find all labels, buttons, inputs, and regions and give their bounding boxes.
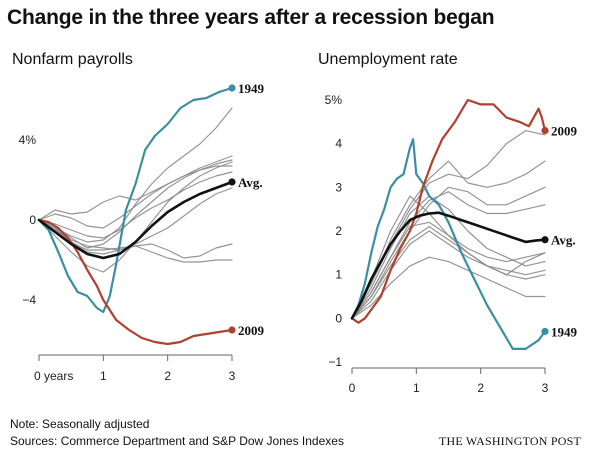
publisher-credit: THE WASHINGTON POST [438, 434, 581, 448]
x-tick-label: 1 [100, 369, 107, 383]
series-line-other [38, 165, 233, 249]
y-tick-label: 0 [29, 213, 36, 227]
series-line-other [351, 186, 546, 319]
panel-title: Nonfarm payrolls [12, 51, 133, 68]
y-tick-label: 3 [335, 180, 342, 194]
series-line-other [38, 171, 233, 239]
x-tick-label: 2 [477, 381, 484, 395]
x-tick-label: 3 [542, 381, 549, 395]
x-tick-label: 0 years [34, 369, 73, 383]
series-end-label: 1949 [238, 81, 265, 96]
sources-note: Sources: Commerce Department and S&P Dow… [10, 434, 344, 448]
series-line-other [38, 107, 233, 243]
series-end-marker [228, 84, 236, 92]
y-tick-label: −1 [328, 355, 342, 369]
footnote: Note: Seasonally adjusted [10, 417, 150, 431]
series-line-other [38, 187, 233, 251]
series-end-marker [541, 236, 549, 244]
series-end-label: 1949 [551, 324, 578, 339]
y-tick-label: −4 [22, 293, 36, 307]
series-line-other [351, 226, 546, 319]
series-line-other [351, 230, 546, 319]
series-end-marker [228, 178, 236, 186]
series-end-marker [541, 327, 549, 336]
panel-title: Unemployment rate [318, 51, 458, 68]
series-line-2009 [350, 98, 547, 324]
series-line-other [351, 221, 546, 319]
series-line-1949 [37, 86, 234, 314]
series-end-label: 2009 [238, 323, 265, 338]
x-tick-label: 3 [229, 369, 236, 383]
chart-title: Change in the three years after a recess… [7, 6, 495, 29]
series-line-other [38, 155, 233, 221]
series-end-marker [541, 126, 549, 135]
series-line-2009 [37, 218, 234, 346]
x-tick-label: 2 [164, 369, 171, 383]
series-line-other [351, 195, 546, 319]
y-tick-label: 2 [335, 224, 342, 238]
y-tick-label: 0 [335, 311, 342, 325]
y-tick-label: 5% [325, 93, 343, 107]
x-tick-label: 0 [349, 381, 356, 395]
x-tick-label: 1 [413, 381, 420, 395]
series-line-other [351, 256, 546, 319]
series-end-label: Avg. [238, 175, 263, 190]
series-line-other [38, 159, 233, 229]
series-line-1949 [350, 138, 547, 350]
y-tick-label: 4 [335, 137, 342, 151]
y-tick-label: 1 [335, 268, 342, 282]
series-end-label: 2009 [551, 124, 578, 139]
series-line-average [37, 180, 234, 260]
series-end-label: Avg. [551, 233, 576, 248]
series-end-marker [228, 326, 236, 334]
series-line-average [350, 211, 547, 320]
y-tick-label: 4% [19, 133, 37, 147]
series-line-other [351, 191, 546, 319]
